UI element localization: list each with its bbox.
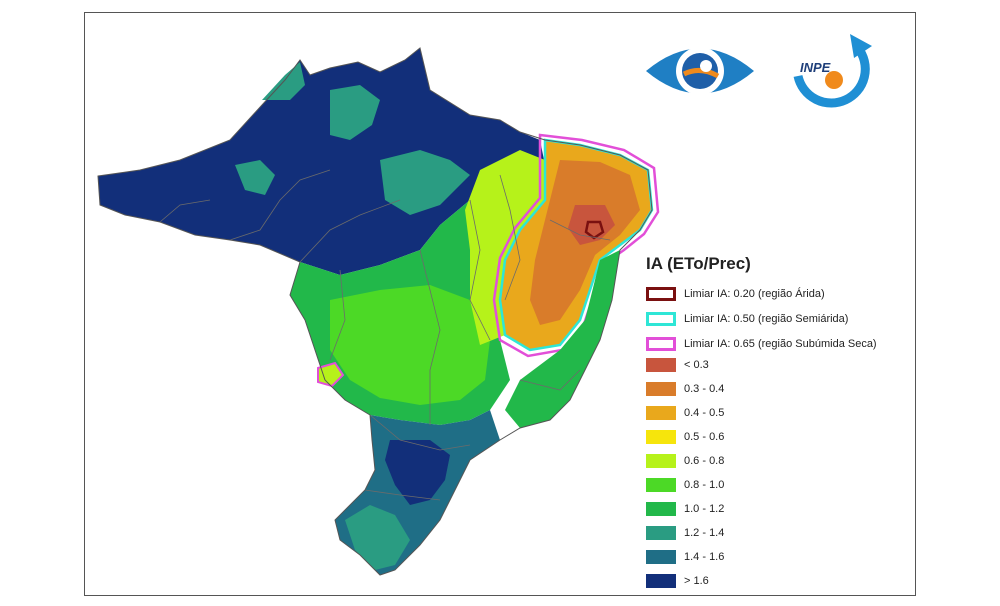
legend-class-3: 0.4 - 0.5 (646, 405, 724, 421)
legend-title: IA (ETo/Prec) (646, 254, 751, 273)
legend-class-4: 0.5 - 0.6 (646, 429, 724, 445)
legend-label: 1.0 - 1.2 (684, 503, 725, 515)
legend-class-1: < 0.3 (646, 357, 709, 373)
brazil-outline (97, 47, 653, 576)
inpe-logo-text: INPE (800, 60, 831, 75)
legend-swatch (646, 406, 676, 420)
legend-class-8: 1.2 - 1.4 (646, 525, 724, 541)
region-amazon (98, 48, 545, 275)
region-central-light (330, 285, 490, 405)
legend-threshold-semiarid: Limiar IA: 0.50 (região Semiárida) (646, 311, 848, 327)
legend-class-5: 0.6 - 0.8 (646, 453, 724, 469)
legend-swatch (646, 454, 676, 468)
legend-swatch (646, 312, 676, 326)
legend-swatch (646, 430, 676, 444)
legend-threshold-arid: Limiar IA: 0.20 (região Árida) (646, 286, 825, 302)
inpe-arrow-icon (850, 34, 872, 58)
legend-swatch (646, 382, 676, 396)
brazil-aridity-map (97, 47, 660, 576)
legend-label: 1.2 - 1.4 (684, 527, 725, 539)
legend-class-10: > 1.6 (646, 573, 709, 589)
legend-class-2: 0.3 - 0.4 (646, 381, 724, 397)
region-amazon-transition (235, 62, 470, 215)
threshold-pantanal-outline (317, 361, 345, 388)
inpe-dot-icon (825, 71, 843, 89)
legend-label: 0.6 - 0.8 (684, 455, 725, 467)
legend-class-6: 0.8 - 1.0 (646, 477, 724, 493)
eye-highlight-icon (700, 60, 712, 72)
threshold-arid-outline (584, 220, 605, 240)
legend-label: 0.5 - 0.6 (684, 431, 725, 443)
legend-label: Limiar IA: 0.65 (região Subúmida Seca) (684, 338, 877, 350)
legend-label: Limiar IA: 0.50 (região Semiárida) (684, 313, 849, 325)
legend-swatch (646, 526, 676, 540)
legend-label: 1.4 - 1.6 (684, 551, 725, 563)
eye-swoosh-icon (682, 68, 720, 79)
legend-swatch (646, 478, 676, 492)
state-borders (159, 169, 611, 501)
legend-label: 0.8 - 1.0 (684, 479, 725, 491)
region-south-wet (385, 440, 450, 505)
region-south-teal (345, 505, 410, 570)
inpe-arc-icon (793, 45, 870, 108)
legend-swatch (646, 337, 676, 351)
legend-threshold-subumid: Limiar IA: 0.65 (região Subúmida Seca) (646, 336, 877, 352)
legend-swatch (646, 550, 676, 564)
inpe-logo: INPE (793, 34, 872, 108)
legend-label: > 1.6 (684, 575, 709, 587)
legend-class-9: 1.4 - 1.6 (646, 549, 724, 565)
legend-label: 0.4 - 0.5 (684, 407, 725, 419)
legend-label: 0.3 - 0.4 (684, 383, 725, 395)
legend-label: Limiar IA: 0.20 (região Árida) (684, 288, 825, 300)
cptec-eye-logo (646, 47, 754, 95)
legend-label: < 0.3 (684, 359, 709, 371)
legend-swatch (646, 287, 676, 301)
legend-swatch (646, 358, 676, 372)
legend-swatch (646, 574, 676, 588)
legend-class-7: 1.0 - 1.2 (646, 501, 724, 517)
legend-swatch (646, 502, 676, 516)
